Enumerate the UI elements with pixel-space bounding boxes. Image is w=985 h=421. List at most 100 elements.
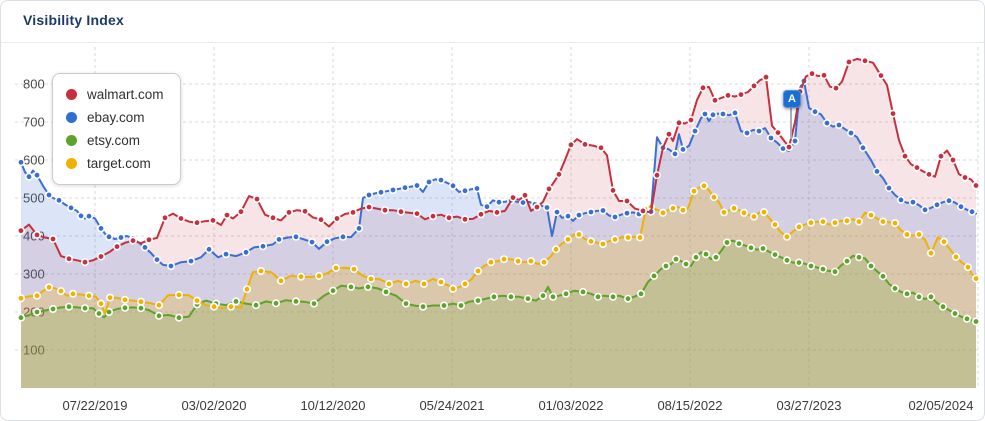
data-point-target-com[interactable] — [739, 208, 748, 217]
data-point-walmart-com[interactable] — [622, 197, 631, 206]
data-point-target-com[interactable] — [866, 211, 875, 220]
data-point-ebay-com[interactable] — [141, 243, 150, 252]
data-point-walmart-com[interactable] — [380, 206, 389, 215]
data-point-target-com[interactable] — [963, 263, 972, 272]
data-point-walmart-com[interactable] — [807, 69, 816, 78]
data-point-ebay-com[interactable] — [730, 108, 739, 117]
data-point-target-com[interactable] — [366, 274, 375, 283]
data-point-walmart-com[interactable] — [736, 90, 745, 99]
data-point-ebay-com[interactable] — [670, 149, 679, 158]
data-point-target-com[interactable] — [401, 279, 410, 288]
data-point-target-com[interactable] — [719, 208, 728, 217]
data-point-etsy-com[interactable] — [456, 301, 465, 310]
data-point-ebay-com[interactable] — [542, 203, 551, 212]
data-point-ebay-com[interactable] — [242, 248, 251, 257]
data-point-target-com[interactable] — [574, 230, 583, 239]
data-point-etsy-com[interactable] — [746, 243, 755, 252]
data-point-etsy-com[interactable] — [489, 292, 498, 301]
data-point-target-com[interactable] — [951, 252, 960, 261]
data-point-ebay-com[interactable] — [105, 232, 114, 241]
data-point-walmart-com[interactable] — [237, 207, 246, 216]
data-point-walmart-com[interactable] — [773, 128, 782, 137]
data-point-target-com[interactable] — [939, 237, 948, 246]
data-point-etsy-com[interactable] — [854, 253, 863, 262]
data-point-target-com[interactable] — [97, 299, 106, 308]
data-point-ebay-com[interactable] — [24, 172, 33, 181]
data-point-ebay-com[interactable] — [574, 211, 583, 220]
data-point-ebay-com[interactable] — [956, 202, 965, 211]
data-point-target-com[interactable] — [902, 230, 911, 239]
data-point-walmart-com[interactable] — [652, 171, 661, 180]
data-point-etsy-com[interactable] — [155, 311, 164, 320]
data-point-target-com[interactable] — [598, 240, 607, 249]
data-point-ebay-com[interactable] — [858, 143, 867, 152]
chart-svg[interactable]: 10020030040050060070080007/22/201903/02/… — [1, 43, 985, 421]
data-point-walmart-com[interactable] — [924, 170, 933, 179]
data-point-etsy-com[interactable] — [578, 287, 587, 296]
data-point-walmart-com[interactable] — [844, 57, 853, 66]
data-point-etsy-com[interactable] — [623, 294, 632, 303]
data-point-ebay-com[interactable] — [44, 191, 53, 200]
data-point-etsy-com[interactable] — [636, 289, 645, 298]
data-point-etsy-com[interactable] — [232, 297, 241, 306]
event-marker-a[interactable]: A — [783, 90, 801, 108]
data-point-etsy-com[interactable] — [794, 258, 803, 267]
data-point-ebay-com[interactable] — [678, 145, 687, 154]
data-point-ebay-com[interactable] — [258, 242, 267, 251]
data-point-ebay-com[interactable] — [822, 119, 831, 128]
data-point-etsy-com[interactable] — [806, 261, 815, 270]
data-point-ebay-com[interactable] — [54, 196, 63, 205]
data-point-etsy-com[interactable] — [681, 260, 690, 269]
legend-item-walmart[interactable]: walmart.com — [66, 83, 164, 106]
data-point-etsy-com[interactable] — [473, 296, 482, 305]
data-point-walmart-com[interactable] — [300, 207, 309, 216]
data-point-target-com[interactable] — [56, 287, 65, 296]
data-point-ebay-com[interactable] — [460, 186, 469, 195]
data-point-ebay-com[interactable] — [896, 195, 905, 204]
series-walmart-com[interactable] — [16, 56, 980, 267]
data-point-target-com[interactable] — [794, 222, 803, 231]
data-point-ebay-com[interactable] — [364, 191, 373, 200]
series-ebay-com[interactable] — [16, 77, 977, 270]
data-point-walmart-com[interactable] — [723, 91, 732, 100]
data-point-walmart-com[interactable] — [444, 213, 453, 222]
data-point-walmart-com[interactable] — [580, 140, 589, 149]
data-point-walmart-com[interactable] — [698, 83, 707, 92]
data-point-etsy-com[interactable] — [523, 294, 532, 303]
data-point-ebay-com[interactable] — [742, 129, 751, 138]
data-point-etsy-com[interactable] — [418, 302, 427, 311]
data-point-etsy-com[interactable] — [401, 299, 410, 308]
data-point-target-com[interactable] — [448, 284, 457, 293]
data-point-ebay-com[interactable] — [274, 235, 283, 244]
data-point-walmart-com[interactable] — [476, 210, 485, 219]
series-target-com[interactable] — [16, 181, 980, 315]
data-point-etsy-com[interactable] — [16, 313, 25, 322]
data-point-target-com[interactable] — [806, 218, 815, 227]
data-point-walmart-com[interactable] — [97, 252, 106, 261]
data-point-target-com[interactable] — [709, 193, 718, 202]
data-point-target-com[interactable] — [349, 265, 358, 274]
data-point-target-com[interactable] — [44, 283, 53, 292]
data-point-walmart-com[interactable] — [596, 143, 605, 152]
data-point-ebay-com[interactable] — [338, 232, 347, 241]
data-point-etsy-com[interactable] — [691, 253, 700, 262]
data-point-etsy-com[interactable] — [722, 238, 731, 247]
data-point-etsy-com[interactable] — [671, 255, 680, 264]
data-point-walmart-com[interactable] — [113, 242, 122, 251]
data-point-etsy-com[interactable] — [782, 256, 791, 265]
data-point-target-com[interactable] — [586, 237, 595, 246]
data-point-ebay-com[interactable] — [424, 178, 433, 187]
data-point-walmart-com[interactable] — [544, 184, 553, 193]
data-point-ebay-com[interactable] — [810, 107, 819, 116]
data-point-etsy-com[interactable] — [346, 282, 355, 291]
data-point-ebay-com[interactable] — [482, 202, 491, 211]
data-point-ebay-com[interactable] — [448, 181, 457, 190]
data-point-target-com[interactable] — [749, 212, 758, 221]
data-point-ebay-com[interactable] — [586, 208, 595, 217]
data-point-etsy-com[interactable] — [95, 309, 104, 318]
data-point-etsy-com[interactable] — [252, 301, 261, 310]
data-point-walmart-com[interactable] — [65, 254, 74, 263]
data-point-walmart-com[interactable] — [686, 116, 695, 125]
data-point-walmart-com[interactable] — [971, 181, 980, 190]
data-point-ebay-com[interactable] — [77, 211, 86, 220]
